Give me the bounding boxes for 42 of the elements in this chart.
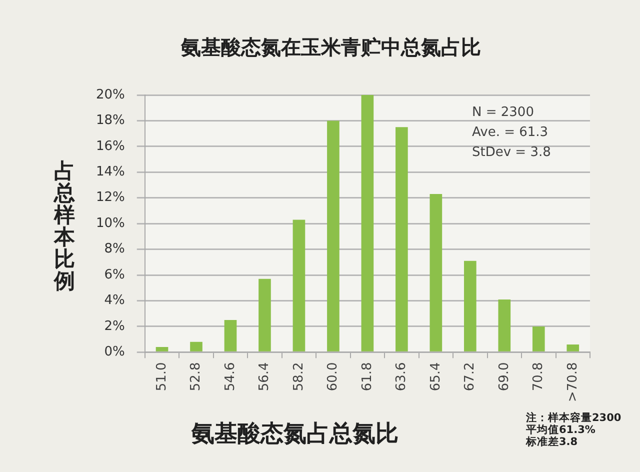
y-axis-title: 占总样本比例 [53,159,76,293]
y-tick-label: 4% [104,293,125,308]
x-tick-label: 60.0 [326,362,341,392]
bar [430,194,442,352]
bar [327,120,340,352]
x-tick-label: 61.8 [360,362,375,392]
annotation: N = 2300 Ave. = 61.3 StDev = 3.8 [472,104,551,162]
x-tick-label: 65.4 [428,362,444,392]
y-tick-label: 18% [96,113,125,128]
x-tick-label: 69.0 [496,362,512,392]
bar [258,278,271,352]
bar [361,95,374,352]
y-tick-label: 16% [96,138,125,154]
bar [224,320,237,352]
bar [156,347,168,352]
x-tick-label: 63.6 [394,362,410,392]
y-tick-label: 14% [96,164,125,180]
bar [396,127,408,352]
y-tick-label: 6% [104,267,125,282]
x-axis-title: 氨基酸态氮占总氮比 [192,421,398,447]
text: 注：样本容量2300 平均值61.3% 标准差3.8 [526,412,622,448]
y-tick-label: 20% [96,87,125,102]
chart-title: 氨基酸态氮在玉米青贮中总氮占比 [180,34,482,61]
x-tick-label: >70.8 [565,362,580,402]
x-tick-label: 70.8 [531,362,546,392]
x-tick-label: 56.4 [257,362,272,392]
bar [532,326,545,352]
y-tick-label: 2% [104,318,125,334]
x-tick-label: 52.8 [188,362,204,392]
y-tick-label: 8% [104,242,125,257]
y-tick-label: 12% [96,190,125,206]
x-tick-label: 51.0 [154,362,170,392]
y-tick-label: 0% [104,344,125,360]
y-tick-label: 10% [96,216,125,231]
x-tick-label: 54.6 [222,362,238,392]
bar [566,344,580,352]
x-tick-label: 67.2 [462,362,478,392]
bar [498,299,511,352]
bar [190,342,202,352]
bar [464,260,476,352]
x-tick-label: 58.2 [291,362,306,392]
bar [292,220,306,352]
